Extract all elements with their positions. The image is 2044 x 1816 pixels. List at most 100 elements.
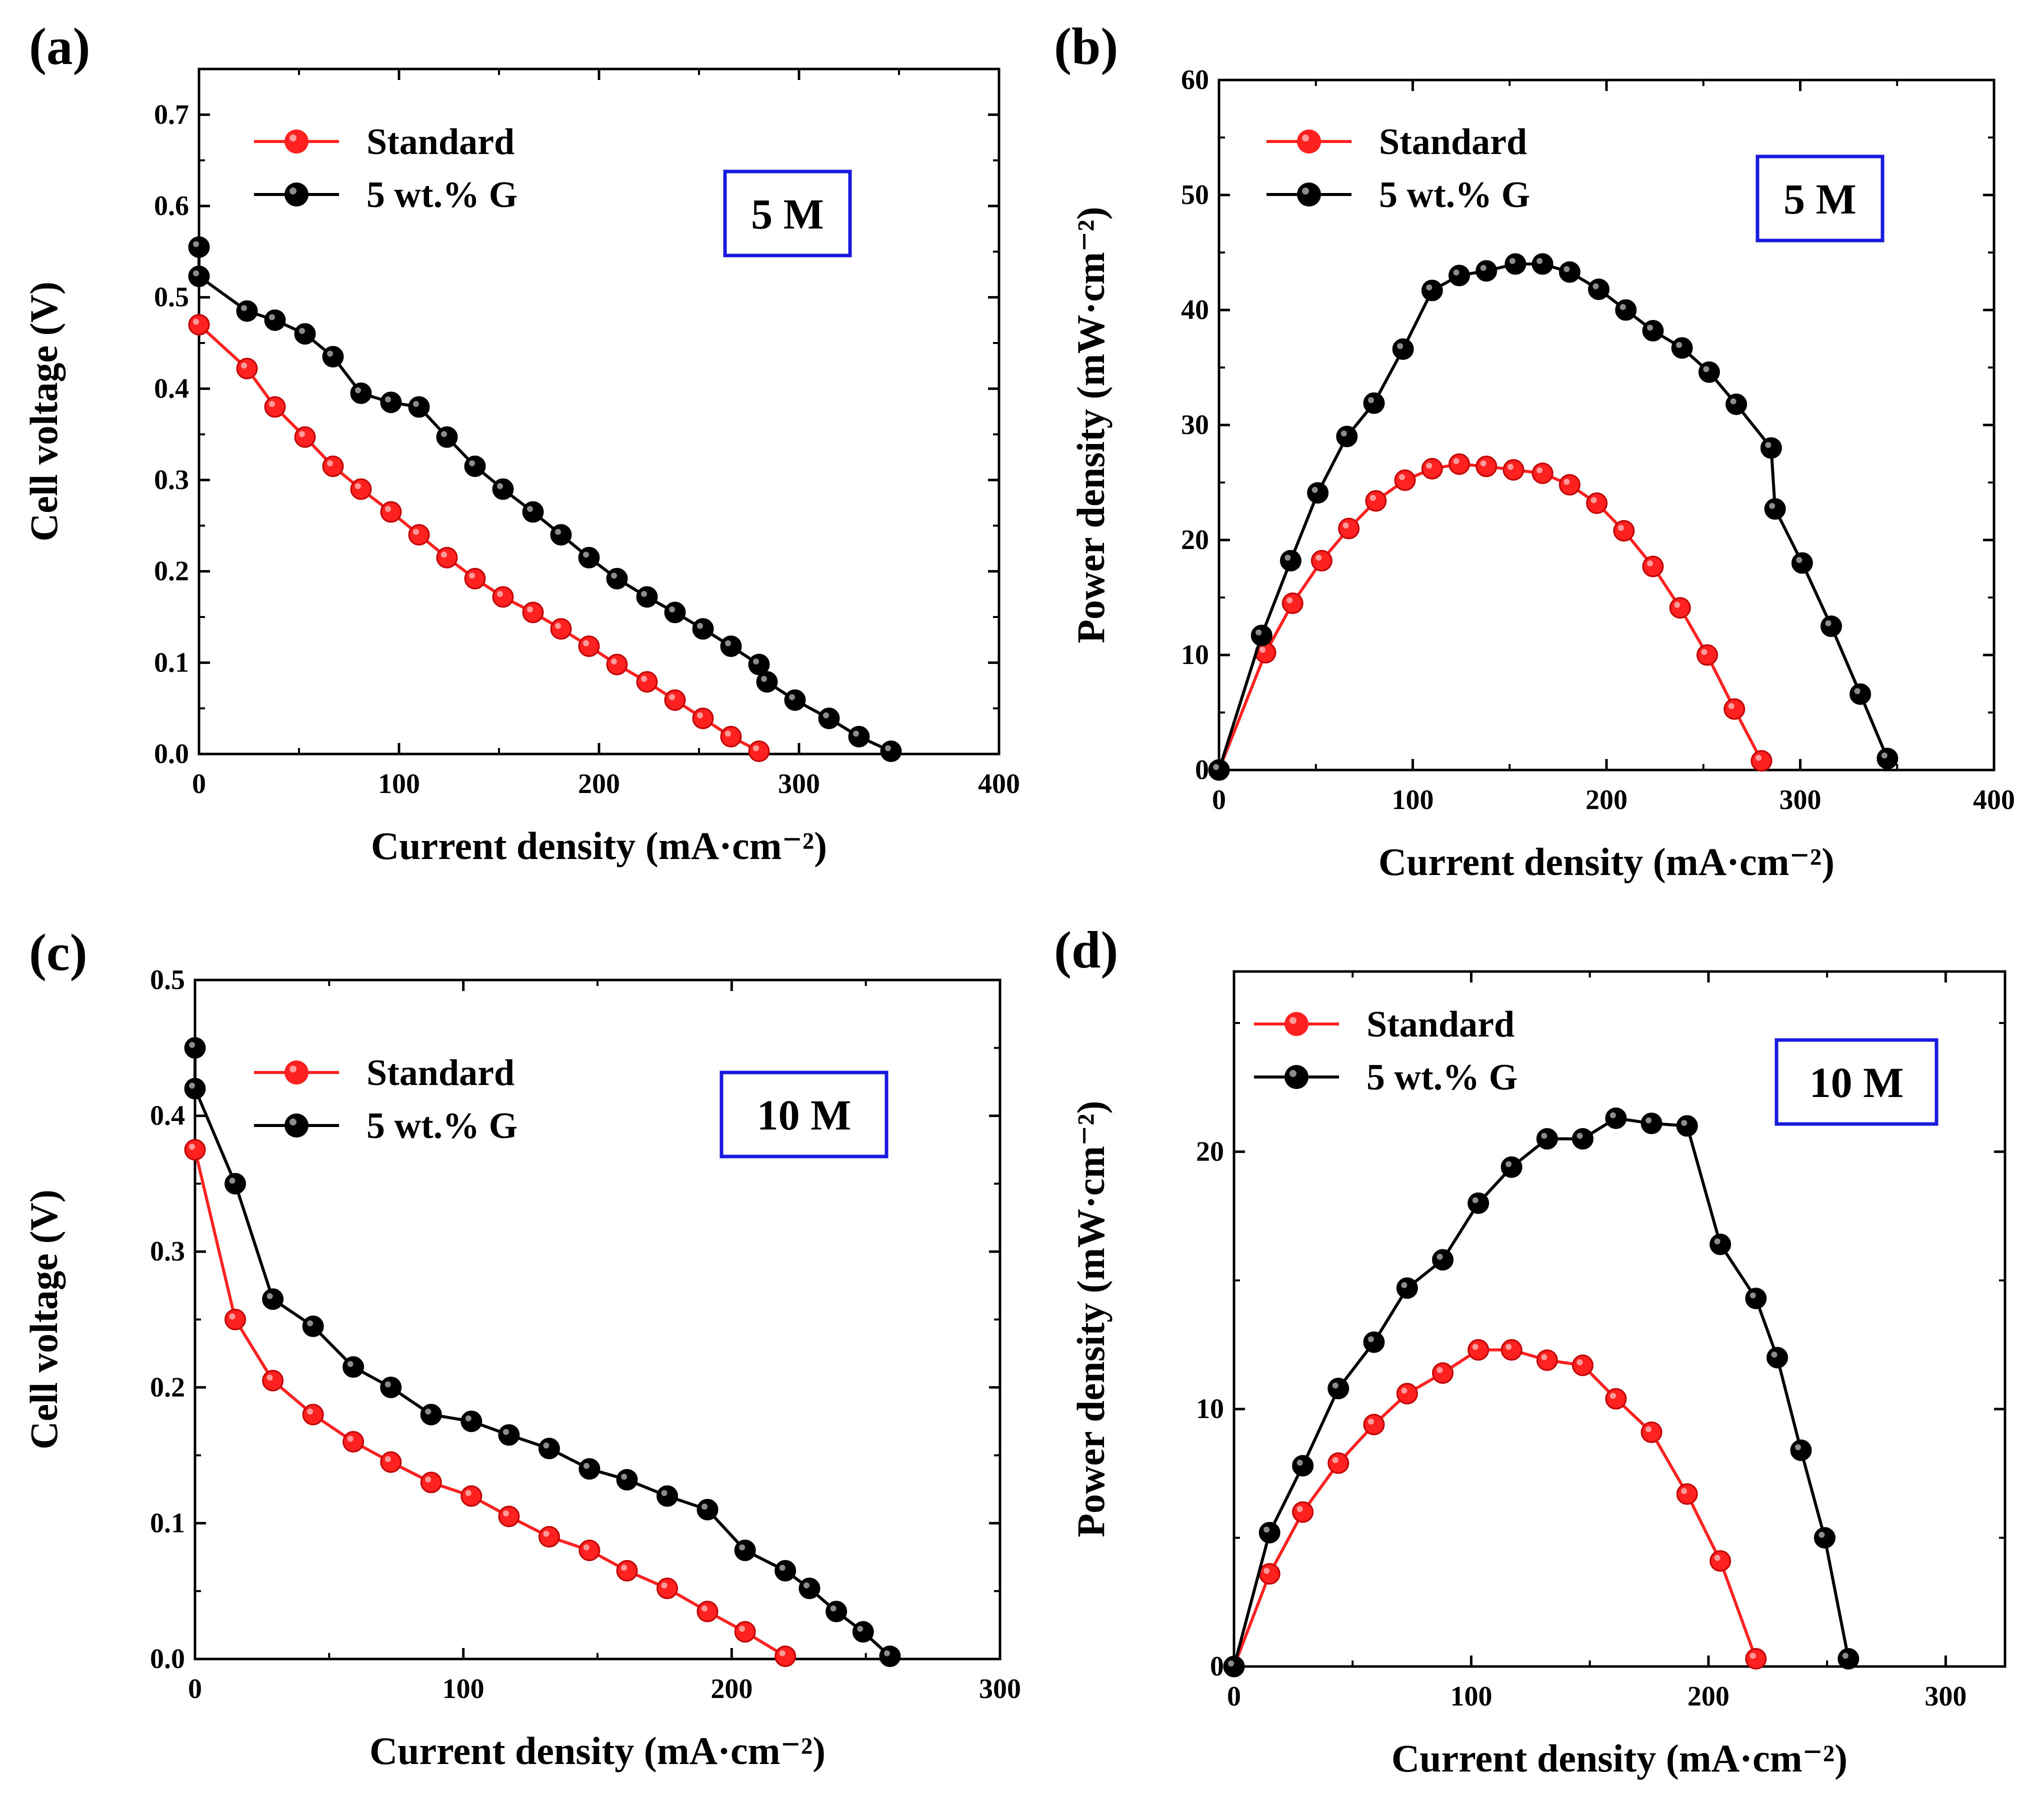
y-tick-label: 0.1 <box>154 647 189 678</box>
legend-marker-highlight <box>1302 134 1309 142</box>
y-axis-label: Cell voltage (V) <box>22 1190 66 1450</box>
data-point <box>380 1376 402 1398</box>
data-point <box>464 568 486 590</box>
data-point <box>380 392 402 414</box>
y-tick-label: 20 <box>1196 1136 1224 1167</box>
data-point <box>420 1472 442 1494</box>
data-point-highlight <box>853 730 859 737</box>
data-point <box>1448 453 1470 475</box>
panel-d: (d) 0 100 200 300 0 10 20 Current density (mA·cm… <box>1054 920 2006 1780</box>
data-point-highlight <box>1256 629 1262 636</box>
x-tick-label: 200 <box>1688 1681 1730 1712</box>
data-point-highlight <box>1647 560 1653 566</box>
data-point-highlight <box>1453 458 1460 464</box>
data-point <box>264 396 286 418</box>
data-point-highlight <box>1842 1652 1848 1659</box>
series-standard <box>188 314 770 762</box>
data-point-highlight <box>1681 1120 1688 1126</box>
data-point <box>1696 644 1718 666</box>
data-point-highlight <box>779 1564 786 1571</box>
data-point-highlight <box>1646 1117 1652 1124</box>
data-point-highlight <box>385 396 391 402</box>
data-point-highlight <box>1576 1132 1583 1139</box>
data-point-highlight <box>1397 343 1404 350</box>
data-point <box>184 1078 206 1100</box>
data-point-highlight <box>1536 467 1543 474</box>
legend-marker <box>284 130 308 154</box>
data-point <box>774 1646 796 1668</box>
legend: Standard 5 wt.% G <box>1254 1004 1518 1098</box>
data-point-highlight <box>502 1510 509 1516</box>
data-point <box>720 726 742 748</box>
data-point-highlight <box>1264 1526 1270 1533</box>
data-point-highlight <box>1340 430 1347 436</box>
data-point <box>879 1646 901 1668</box>
legend: Standard 5 wt.% G <box>254 122 518 216</box>
legend-label: 5 wt.% G <box>366 1106 518 1146</box>
data-point <box>1432 1249 1454 1271</box>
data-point <box>1558 261 1580 283</box>
data-point-highlight <box>441 552 447 558</box>
data-point <box>1536 1128 1558 1150</box>
data-point-highlight <box>355 483 361 490</box>
data-point <box>436 426 458 448</box>
data-point-highlight <box>1796 557 1802 563</box>
legend-label: 5 wt.% G <box>1366 1057 1518 1098</box>
data-point-highlight <box>1316 554 1322 561</box>
data-point-highlight <box>189 1144 195 1150</box>
data-point <box>1468 1339 1490 1361</box>
data-point <box>498 1506 520 1528</box>
data-point <box>578 635 600 657</box>
data-point <box>1328 1452 1350 1474</box>
data-point <box>826 1600 848 1622</box>
data-point-highlight <box>502 1428 509 1435</box>
data-point-highlight <box>1284 554 1291 561</box>
y-tick-label: 0.5 <box>154 282 189 313</box>
data-point <box>616 1560 638 1582</box>
data-point <box>1676 1483 1698 1505</box>
y-tick-label: 0 <box>1210 1651 1224 1682</box>
y-tick-label: 0 <box>1195 754 1209 786</box>
x-axis-label: Current density (mA·cm⁻²) <box>371 824 827 868</box>
data-point-highlight <box>1401 1282 1408 1288</box>
data-point-highlight <box>1728 703 1734 710</box>
data-point <box>578 1458 600 1480</box>
data-point-highlight <box>1264 1568 1270 1574</box>
data-point-highlight <box>669 606 675 612</box>
data-point <box>656 1578 678 1600</box>
y-tick-label: 10 <box>1196 1394 1224 1424</box>
series-line <box>194 1149 786 1658</box>
x-tick-label: 100 <box>1392 784 1434 816</box>
y-axis-label: Power density (mW·cm⁻²) <box>1069 206 1112 643</box>
data-point-highlight <box>1426 462 1432 469</box>
data-point-highlight <box>621 1474 628 1480</box>
y-tick-label: 20 <box>1181 524 1209 556</box>
x-tick-label: 0 <box>1212 784 1226 816</box>
data-point <box>578 546 600 568</box>
y-tick-label: 0.6 <box>154 190 189 222</box>
data-point <box>224 1172 246 1194</box>
data-point <box>734 1540 756 1562</box>
y-tick-label: 0.5 <box>150 964 185 996</box>
data-point <box>420 1404 442 1426</box>
data-point <box>1791 552 1813 574</box>
data-point <box>1536 1349 1558 1371</box>
data-point-highlight <box>425 1408 432 1415</box>
data-point-highlight <box>497 483 503 490</box>
data-point-highlight <box>299 328 305 334</box>
data-point-highlight <box>384 1456 391 1462</box>
data-point-highlight <box>1368 397 1374 404</box>
data-point <box>606 568 628 590</box>
data-point-highlight <box>725 730 731 737</box>
concentration-box <box>723 170 852 258</box>
legend-marker-highlight <box>290 188 296 194</box>
data-point-highlight <box>1592 283 1599 290</box>
data-point <box>1432 1362 1454 1384</box>
y-tick-label: 0.3 <box>154 464 189 496</box>
data-point-highlight <box>413 528 419 535</box>
data-point <box>1310 550 1332 572</box>
data-point-highlight <box>266 1374 273 1381</box>
data-point <box>1724 698 1746 720</box>
data-point <box>1258 1563 1280 1585</box>
y-tick-label: 0.0 <box>150 1644 185 1674</box>
